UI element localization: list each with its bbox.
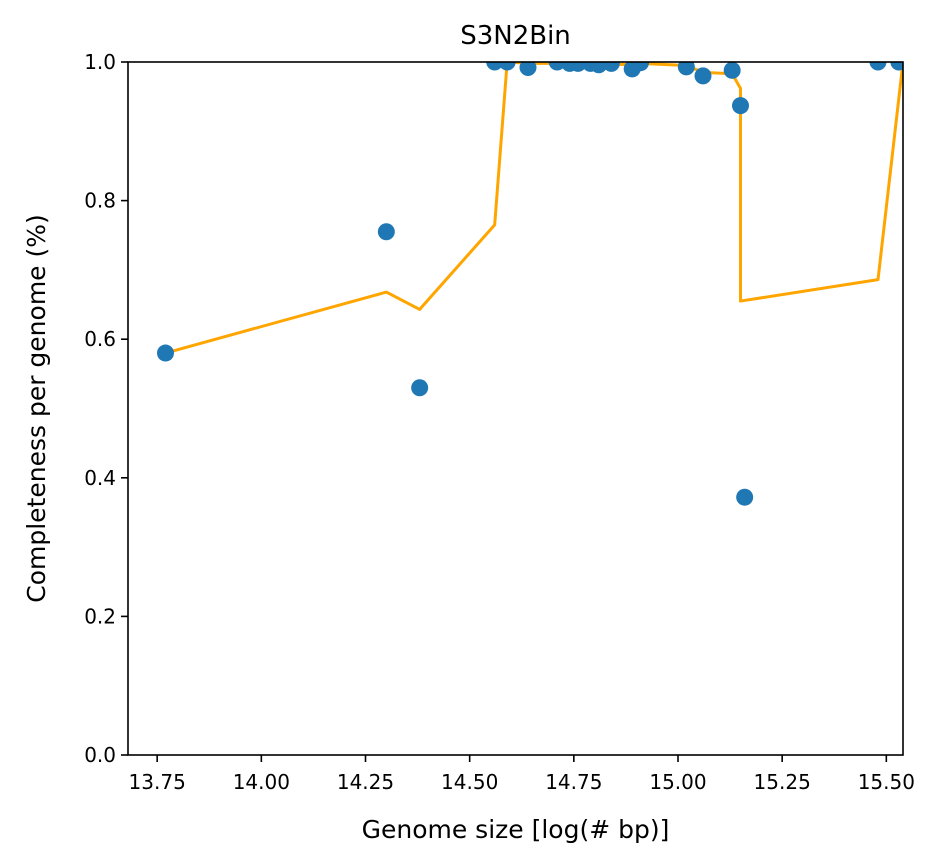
data-point — [677, 62, 695, 76]
data-point — [723, 62, 741, 79]
data-point — [890, 62, 903, 71]
x-axis-label: Genome size [log(# bp)] — [362, 815, 670, 844]
y-axis: 0.0 0.2 0.4 0.6 0.8 1.0 — [84, 50, 128, 767]
data-point — [519, 62, 537, 77]
y-tick-label: 0.2 — [84, 604, 116, 628]
y-tick-label: 0.0 — [84, 743, 116, 767]
trend-line — [165, 62, 903, 355]
y-axis-label: Completeness per genome (%) — [22, 214, 51, 603]
x-tick-label: 15.00 — [649, 770, 706, 794]
x-tick-label: 14.50 — [441, 770, 498, 794]
plot-frame — [127, 61, 904, 756]
data-point — [732, 97, 749, 115]
x-tick-label: 14.00 — [233, 770, 290, 794]
data-point — [869, 62, 887, 71]
y-tick-label: 0.6 — [84, 327, 116, 351]
x-tick-label: 14.75 — [545, 770, 602, 794]
data-point — [632, 62, 649, 72]
x-tick-label: 15.50 — [858, 770, 915, 794]
data-point — [498, 62, 516, 71]
y-tick-label: 0.8 — [84, 189, 116, 213]
data-point — [411, 379, 429, 397]
x-tick-label: 15.25 — [754, 770, 811, 794]
data-point — [736, 488, 754, 506]
data-point — [157, 344, 174, 362]
data-point — [694, 67, 712, 85]
x-tick-label: 14.25 — [337, 770, 394, 794]
x-tick-label: 13.75 — [129, 770, 186, 794]
chart-title: S3N2Bin — [460, 21, 571, 51]
data-point — [602, 62, 620, 72]
data-point — [377, 223, 395, 241]
x-axis: 13.75 14.00 14.25 14.50 14.75 15.00 15.25 15.50 — [129, 755, 915, 794]
y-tick-label: 1.0 — [84, 50, 116, 74]
data-point — [486, 62, 504, 71]
y-tick-label: 0.4 — [84, 466, 116, 490]
